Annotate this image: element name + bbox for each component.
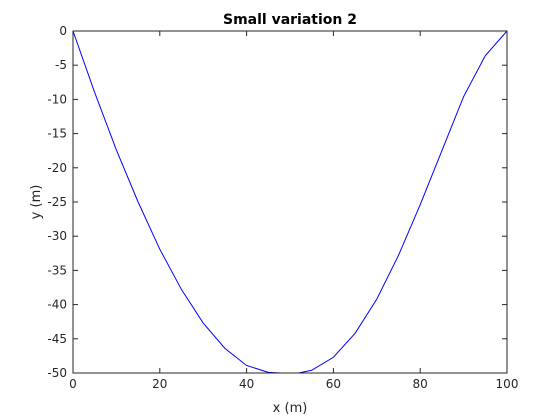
- y-tick-label: -15: [47, 127, 67, 141]
- y-tick-label: -40: [47, 298, 67, 312]
- x-tick-label: 20: [152, 377, 167, 391]
- y-tick-label: -30: [47, 229, 67, 243]
- chart-title: Small variation 2: [223, 12, 357, 28]
- x-tick-label: 60: [326, 377, 341, 391]
- x-axis-label: x (m): [273, 401, 308, 416]
- y-tick-label: 0: [59, 24, 67, 38]
- y-tick-label: -45: [47, 332, 67, 346]
- y-tick-label: -50: [47, 366, 67, 380]
- x-tick-label: 100: [496, 377, 519, 391]
- x-tick-label: 40: [239, 377, 254, 391]
- plot-area: 0 20 40 60 80 100 0 -5 -10 -15 -20 -25 -30 -35 -40 -45 -…: [47, 24, 518, 391]
- y-axis-label: y (m): [29, 185, 44, 220]
- x-tick-label: 80: [413, 377, 428, 391]
- y-tick-label: -35: [47, 263, 67, 277]
- y-tick-label: -20: [47, 161, 67, 175]
- y-tick-label: -10: [47, 92, 67, 106]
- x-tick-label: 0: [69, 377, 77, 391]
- y-tick-label: -5: [55, 58, 67, 72]
- y-tick-label: -25: [47, 195, 67, 209]
